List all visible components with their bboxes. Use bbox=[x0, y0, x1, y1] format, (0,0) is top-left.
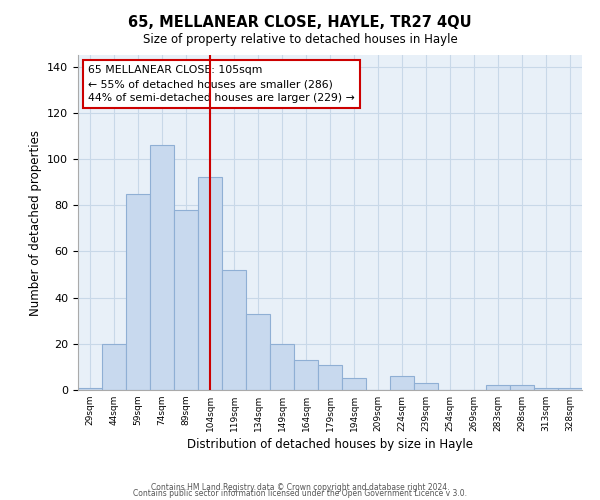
Text: Contains HM Land Registry data © Crown copyright and database right 2024.: Contains HM Land Registry data © Crown c… bbox=[151, 484, 449, 492]
Bar bbox=[126, 194, 150, 390]
Text: 65, MELLANEAR CLOSE, HAYLE, TR27 4QU: 65, MELLANEAR CLOSE, HAYLE, TR27 4QU bbox=[128, 15, 472, 30]
Bar bbox=[342, 378, 366, 390]
Text: Size of property relative to detached houses in Hayle: Size of property relative to detached ho… bbox=[143, 32, 457, 46]
Bar bbox=[318, 364, 342, 390]
Bar bbox=[414, 383, 438, 390]
Bar bbox=[534, 388, 558, 390]
Text: Contains public sector information licensed under the Open Government Licence v : Contains public sector information licen… bbox=[133, 490, 467, 498]
Bar bbox=[174, 210, 198, 390]
Bar bbox=[246, 314, 270, 390]
Bar bbox=[558, 388, 582, 390]
Bar bbox=[390, 376, 414, 390]
X-axis label: Distribution of detached houses by size in Hayle: Distribution of detached houses by size … bbox=[187, 438, 473, 451]
Text: 65 MELLANEAR CLOSE: 105sqm
← 55% of detached houses are smaller (286)
44% of sem: 65 MELLANEAR CLOSE: 105sqm ← 55% of deta… bbox=[88, 65, 355, 103]
Bar bbox=[150, 145, 174, 390]
Bar bbox=[294, 360, 318, 390]
Bar bbox=[486, 386, 510, 390]
Y-axis label: Number of detached properties: Number of detached properties bbox=[29, 130, 41, 316]
Bar bbox=[78, 388, 102, 390]
Bar bbox=[510, 386, 534, 390]
Bar bbox=[198, 178, 222, 390]
Bar bbox=[222, 270, 246, 390]
Bar bbox=[102, 344, 126, 390]
Bar bbox=[270, 344, 294, 390]
